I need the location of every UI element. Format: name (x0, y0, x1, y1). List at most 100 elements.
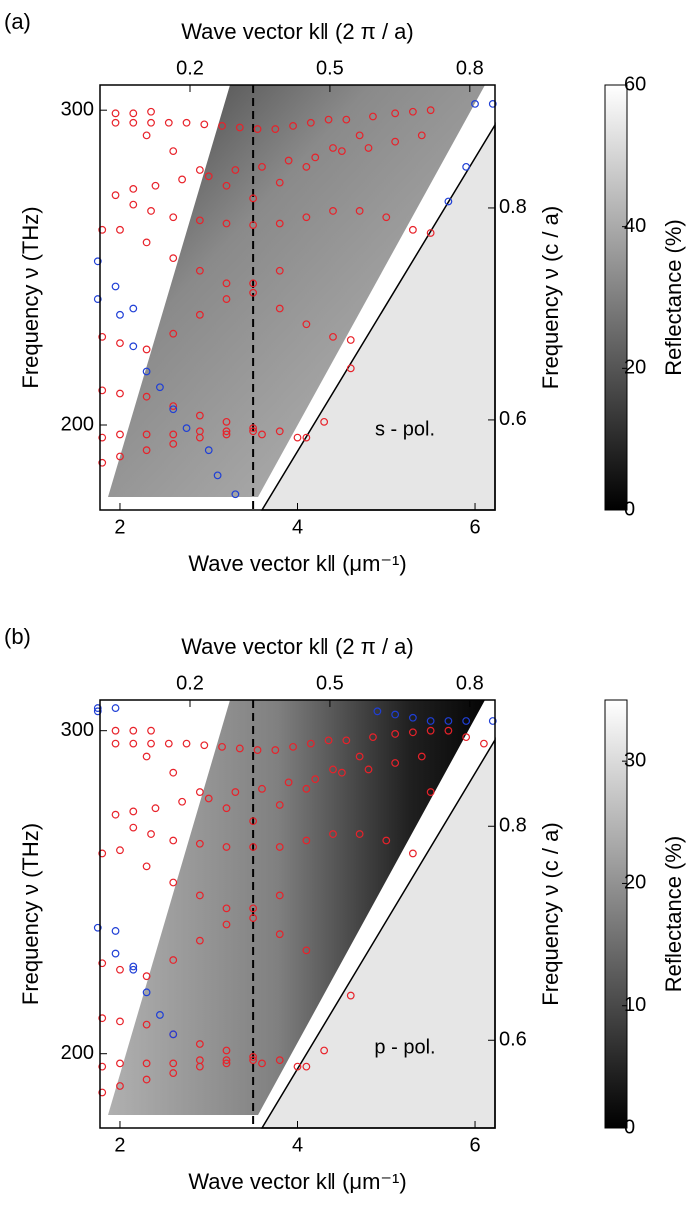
data-point (142, 430, 151, 439)
data-point (289, 122, 297, 130)
colorbar-tick-label: 30 (624, 749, 646, 771)
data-point (382, 213, 391, 222)
data-point (93, 704, 102, 712)
data-point (129, 184, 138, 193)
y2-tick-label: 0.8 (499, 196, 527, 218)
data-point (444, 726, 453, 735)
data-point (258, 784, 266, 793)
data-point (302, 946, 311, 955)
data-point (111, 704, 120, 712)
data-point (98, 433, 107, 442)
data-point (408, 107, 417, 116)
data-point (302, 213, 311, 222)
data-point (302, 433, 311, 442)
reflectance-map (108, 700, 485, 1115)
data-point (275, 930, 284, 939)
data-point (222, 1056, 231, 1065)
data-point (391, 710, 400, 719)
data-point (249, 279, 258, 288)
data-point (253, 746, 262, 754)
data-point (98, 225, 107, 234)
data-point (329, 207, 337, 215)
data-point (222, 1059, 231, 1068)
data-point (169, 439, 178, 448)
data-point (169, 956, 178, 964)
data-point (116, 452, 124, 461)
colorbar-tick-label: 20 (624, 872, 646, 894)
data-point (98, 1088, 107, 1097)
x2-axis-label: Wave vector k‖ (2 π / a) (181, 19, 414, 44)
data-point (169, 213, 178, 222)
data-point (116, 1017, 124, 1026)
data-point (249, 194, 258, 203)
reflectance-map (108, 85, 485, 497)
data-point (142, 131, 151, 140)
data-point (98, 959, 107, 968)
data-point (213, 471, 222, 480)
data-point (222, 279, 231, 288)
x2-tick-label: 0.8 (456, 57, 484, 79)
data-point (275, 219, 284, 228)
y-tick-label: 300 (61, 98, 94, 120)
data-point (195, 166, 204, 174)
colorbar-label: Reflectance (%) (661, 836, 686, 993)
data-point (275, 891, 284, 900)
data-point (169, 836, 178, 845)
data-point (306, 118, 315, 127)
data-point (142, 345, 151, 354)
data-point (98, 1062, 107, 1071)
data-point (275, 801, 284, 809)
data-point (222, 219, 231, 228)
data-point (129, 739, 138, 748)
data-point (111, 726, 120, 735)
data-point (249, 843, 258, 851)
data-point (178, 175, 187, 184)
colorbar (604, 699, 628, 1129)
data-point (320, 417, 329, 426)
data-point (111, 927, 120, 935)
data-point (329, 830, 337, 838)
data-point (222, 920, 231, 929)
data-point (182, 739, 191, 748)
data-point (116, 389, 124, 398)
data-point (284, 778, 293, 787)
panel-label: (a) (4, 9, 31, 34)
data-point (462, 733, 471, 742)
data-point (129, 726, 138, 735)
data-point (311, 153, 320, 162)
x2-tick-label: 0.8 (456, 672, 484, 694)
data-point (324, 115, 333, 124)
x2-tick-label: 0.2 (176, 672, 204, 694)
data-point (222, 430, 231, 439)
data-point (346, 364, 355, 373)
x-tick-label: 2 (114, 1134, 125, 1156)
data-point (346, 991, 355, 1000)
y-tick-label: 200 (61, 413, 94, 435)
data-point (222, 295, 231, 303)
x-axis-label: Wave vector k‖ (μm⁻¹) (188, 1169, 406, 1194)
data-point (253, 125, 262, 133)
data-point (417, 131, 426, 140)
data-point (116, 965, 124, 974)
data-point (302, 1062, 311, 1071)
data-point (231, 788, 240, 796)
data-point (471, 99, 479, 108)
data-point (98, 332, 107, 341)
data-point (231, 490, 240, 499)
data-point (284, 156, 293, 165)
data-point (111, 109, 120, 118)
data-point (147, 830, 155, 838)
data-point (182, 424, 191, 433)
data-point (200, 120, 209, 129)
data-point (116, 339, 124, 348)
data-point (169, 878, 178, 887)
data-point (164, 739, 173, 748)
colorbar-tick-label: 60 (624, 73, 646, 95)
data-point (129, 823, 138, 832)
data-point (218, 122, 226, 130)
colorbar-tick-label: 10 (624, 994, 646, 1016)
data-point (426, 717, 435, 725)
y2-tick-label: 0.6 (499, 408, 527, 430)
data-point (147, 118, 155, 127)
